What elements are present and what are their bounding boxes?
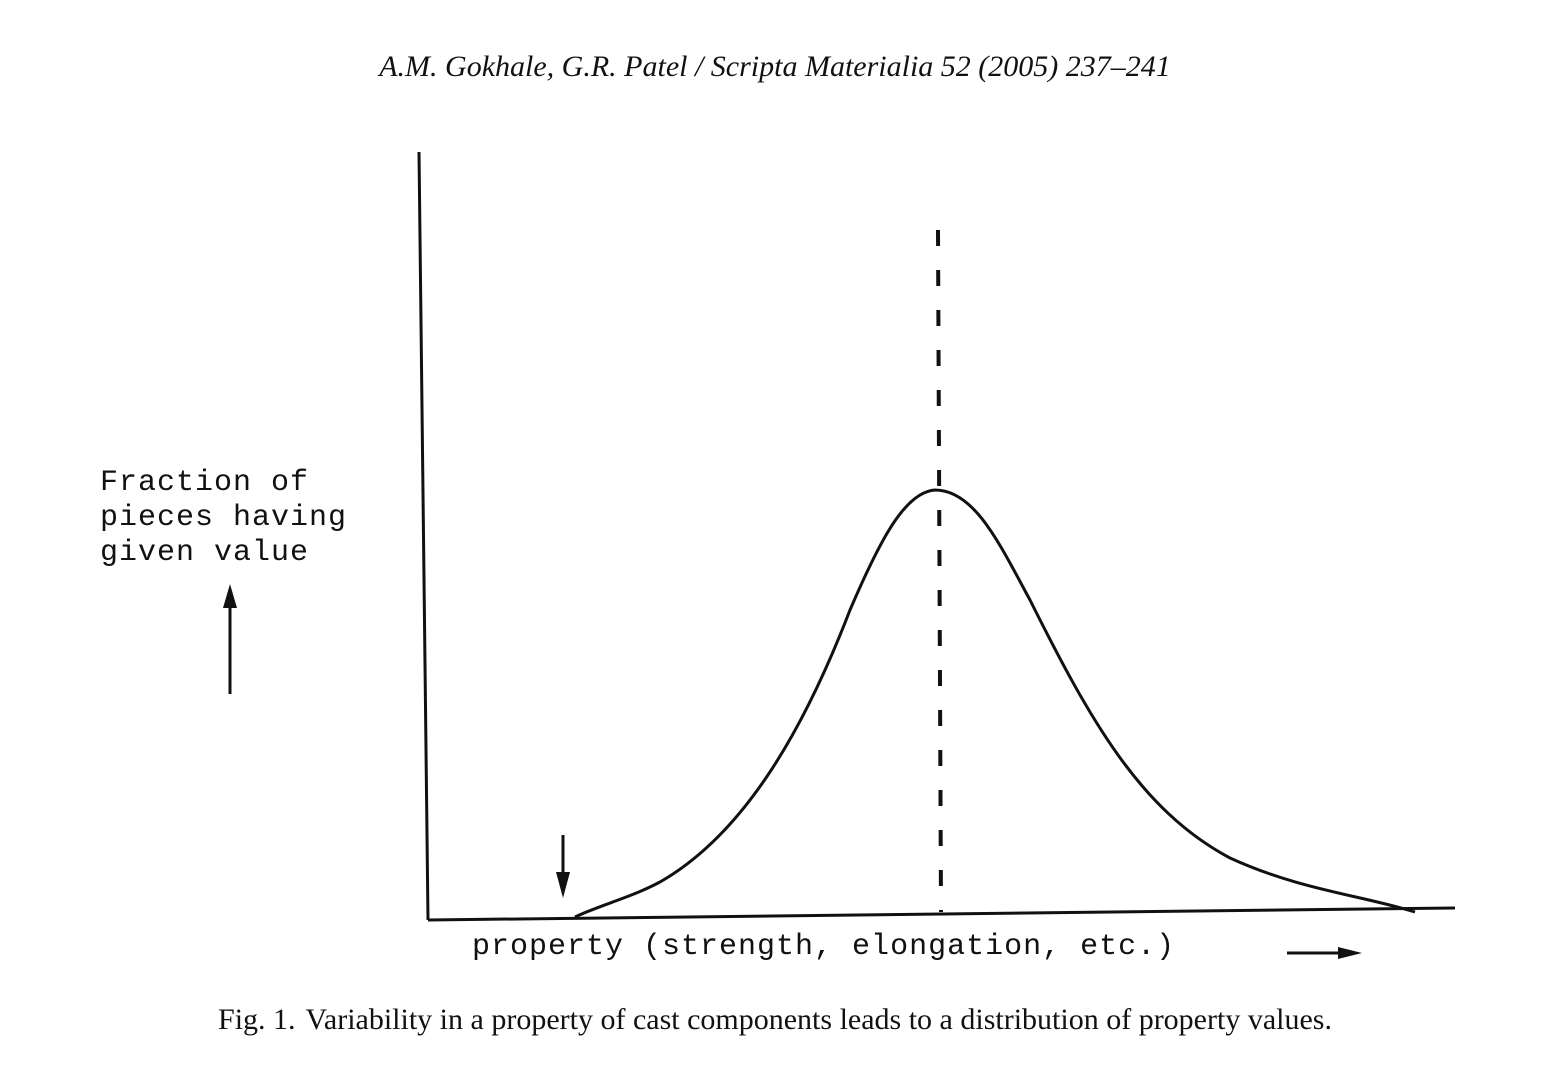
x-label-right-arrow <box>1287 947 1362 959</box>
running-header: A.M. Gokhale, G.R. Patel / Scripta Mater… <box>379 50 1171 83</box>
figure-caption: Fig. 1. Variability in a property of cast… <box>0 1003 1550 1037</box>
x-axis <box>427 906 1456 922</box>
y-axis-label: Fraction of pieces having given value <box>100 466 347 571</box>
y-label-up-arrow <box>223 584 237 694</box>
lower-limit-arrow <box>556 835 570 898</box>
distribution-curve <box>574 488 1416 919</box>
y-axis-label-line-2: pieces having <box>100 501 348 535</box>
caption-number: Fig. 1. <box>218 1003 296 1036</box>
y-axis-label-line-1: Fraction of <box>100 466 310 500</box>
caption-text: Variability in a property of cast compon… <box>305 1003 1332 1036</box>
peak-dashed-line <box>936 229 943 913</box>
y-axis <box>417 151 430 921</box>
x-axis-label: property (strength, elongation, etc.) <box>472 930 1176 964</box>
y-axis-label-line-3: given value <box>100 536 310 570</box>
